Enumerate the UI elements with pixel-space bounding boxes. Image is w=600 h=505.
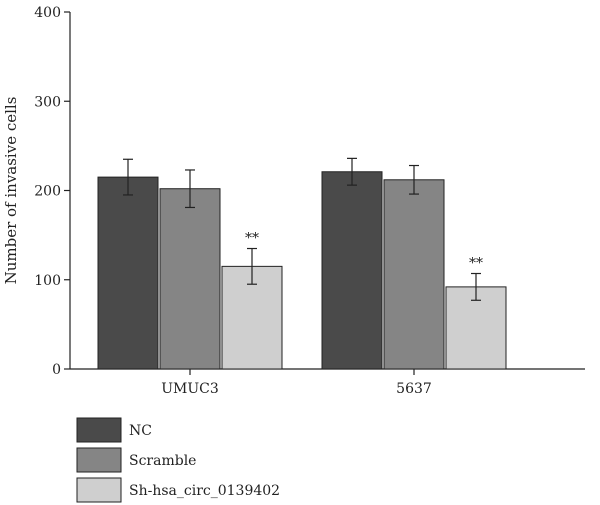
legend-swatch <box>76 447 122 473</box>
y-ticks: 0 100 200 300 400 <box>34 5 70 378</box>
bar <box>159 188 221 370</box>
y-tick-label: 400 <box>34 5 61 21</box>
y-tick-label: 300 <box>34 94 61 110</box>
error-bars <box>123 157 481 301</box>
legend-swatch <box>76 417 122 443</box>
y-tick-label: 200 <box>34 184 61 200</box>
x-tick-label: 5637 <box>396 381 432 397</box>
legend: NC Scramble Sh-hsa_circ_0139402 <box>76 417 280 503</box>
y-tick-label: 0 <box>52 362 61 378</box>
x-ticks: UMUC3 5637 <box>161 369 432 397</box>
legend-label: Scramble <box>129 453 196 469</box>
legend-swatch <box>76 477 122 503</box>
legend-label: NC <box>129 423 152 439</box>
bar <box>97 176 159 370</box>
significance-label: ** <box>245 231 259 247</box>
bar <box>321 171 383 370</box>
y-axis-title: Number of invasive cells <box>2 97 20 285</box>
significance-marks: ** ** <box>245 231 483 272</box>
legend-label: Sh-hsa_circ_0139402 <box>129 483 280 499</box>
significance-label: ** <box>469 256 483 272</box>
x-tick-label: UMUC3 <box>161 381 219 397</box>
bars <box>97 171 507 370</box>
y-tick-label: 100 <box>34 273 61 289</box>
bar <box>383 179 445 370</box>
